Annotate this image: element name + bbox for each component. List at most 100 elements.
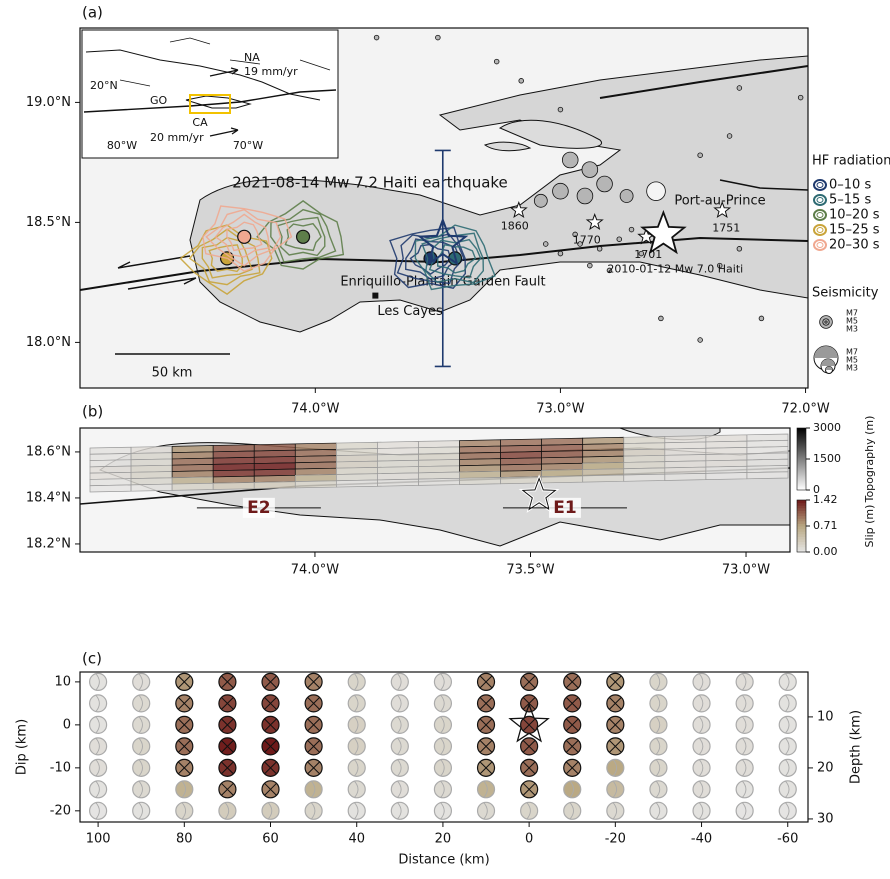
mechanism	[778, 758, 797, 777]
mechanism-ball	[433, 801, 453, 820]
mechanism-ball	[606, 801, 625, 820]
legend-swatch	[814, 346, 838, 358]
mechanism	[175, 801, 194, 820]
mechanism-ball	[390, 715, 409, 734]
mechanism	[563, 694, 582, 713]
slip-patch	[212, 469, 255, 478]
slip-patch	[623, 473, 666, 482]
seismicity-event	[628, 226, 635, 233]
nodal-plane	[440, 780, 445, 799]
y2-tick-label: 30	[817, 811, 834, 826]
nodal-plane	[608, 697, 622, 710]
mechanism	[520, 737, 539, 756]
seismicity-event	[616, 236, 622, 242]
nodal-plane	[479, 718, 493, 732]
nodal-plane	[95, 694, 100, 713]
mechanism	[132, 801, 151, 820]
seismicity-event	[561, 151, 579, 169]
slip-patch	[130, 471, 173, 479]
fault-model	[89, 433, 789, 513]
mechanism	[218, 780, 237, 799]
land	[189, 55, 808, 333]
mechanism	[520, 780, 539, 799]
slip-patch	[253, 462, 296, 471]
slip-patch	[377, 466, 419, 475]
nodal-plane	[95, 759, 100, 777]
slip-patch	[459, 439, 501, 448]
mechanism	[261, 672, 280, 691]
slip-patch	[253, 468, 296, 477]
asperity-bg	[548, 497, 581, 518]
epicenter	[521, 477, 557, 511]
nodal-plane	[698, 694, 704, 713]
colorbar-tick-label: 1.42	[813, 493, 838, 506]
mechanism-ball	[132, 758, 151, 777]
mechanism	[390, 737, 409, 756]
mechanism-ball	[132, 801, 151, 820]
mechanism	[390, 694, 409, 713]
colorbar-step	[797, 502, 806, 506]
colorbar-step	[797, 533, 806, 537]
nodal-plane	[181, 780, 187, 799]
slip-patch	[171, 457, 214, 466]
mechanism-ball	[347, 758, 366, 777]
nodal-plane	[221, 739, 234, 753]
study-box	[189, 94, 231, 114]
nodal-plane	[608, 675, 622, 689]
seismicity-event	[493, 58, 500, 65]
mechanism	[390, 672, 409, 691]
colorbar-step	[797, 507, 806, 511]
nodal-plane	[565, 761, 579, 775]
mechanism	[563, 780, 582, 799]
y-tick-label: 18.4°N	[26, 490, 71, 505]
seismicity-event	[552, 182, 569, 200]
mechanism	[692, 672, 711, 691]
mechanism-ball	[347, 737, 366, 756]
mechanism-ball	[132, 715, 151, 734]
slip-patch	[294, 474, 337, 482]
legend-label: M5	[846, 317, 858, 326]
slip-patch	[89, 471, 132, 480]
inset-coast: NA 19 mm/yr 20°N GO CA 20 mm/yr 80°W 70°…	[83, 37, 337, 152]
nodal-plane	[353, 802, 359, 820]
frame-b	[79, 427, 791, 553]
mechanism	[89, 672, 108, 691]
nodal-plane	[396, 759, 402, 777]
nodal-plane	[655, 716, 661, 734]
nodal-plane	[310, 802, 316, 820]
colorbar-tick-label: 0.00	[813, 545, 838, 558]
nodal-plane	[307, 697, 320, 710]
mechanism	[304, 694, 323, 713]
hypocenter	[508, 703, 550, 743]
y-tick-label: -10	[50, 760, 71, 775]
nodal-plane	[784, 759, 790, 777]
seismicity-event	[797, 94, 804, 101]
nodal-plane	[221, 697, 234, 710]
slip-patch	[294, 442, 337, 451]
legend-swatch	[816, 197, 824, 203]
hf-contour	[276, 216, 326, 257]
nodal-plane	[95, 802, 100, 820]
slip-patch	[130, 445, 173, 454]
nodal-plane	[741, 694, 747, 713]
mechanism-ball	[649, 694, 668, 713]
mechanism	[218, 672, 237, 691]
nodal-plane	[177, 697, 191, 710]
inset-label: 20 mm/yr	[150, 131, 204, 144]
nodal-plane	[522, 718, 536, 732]
nodal-plane	[267, 802, 273, 820]
colorbar-step	[797, 531, 806, 535]
mechanism	[476, 780, 496, 799]
nodal-plane	[612, 780, 618, 799]
mechanism	[735, 758, 754, 777]
legend-swatch	[824, 320, 828, 324]
island	[498, 119, 603, 149]
x-tick-label: 20	[435, 832, 452, 847]
historical-event	[585, 212, 604, 231]
mechanism-ball	[132, 694, 151, 713]
slip-patch	[500, 457, 542, 466]
mechanism	[778, 801, 797, 820]
nodal-plane	[353, 716, 359, 734]
panel-label: (b)	[82, 403, 103, 421]
nodal-plane	[522, 675, 536, 689]
